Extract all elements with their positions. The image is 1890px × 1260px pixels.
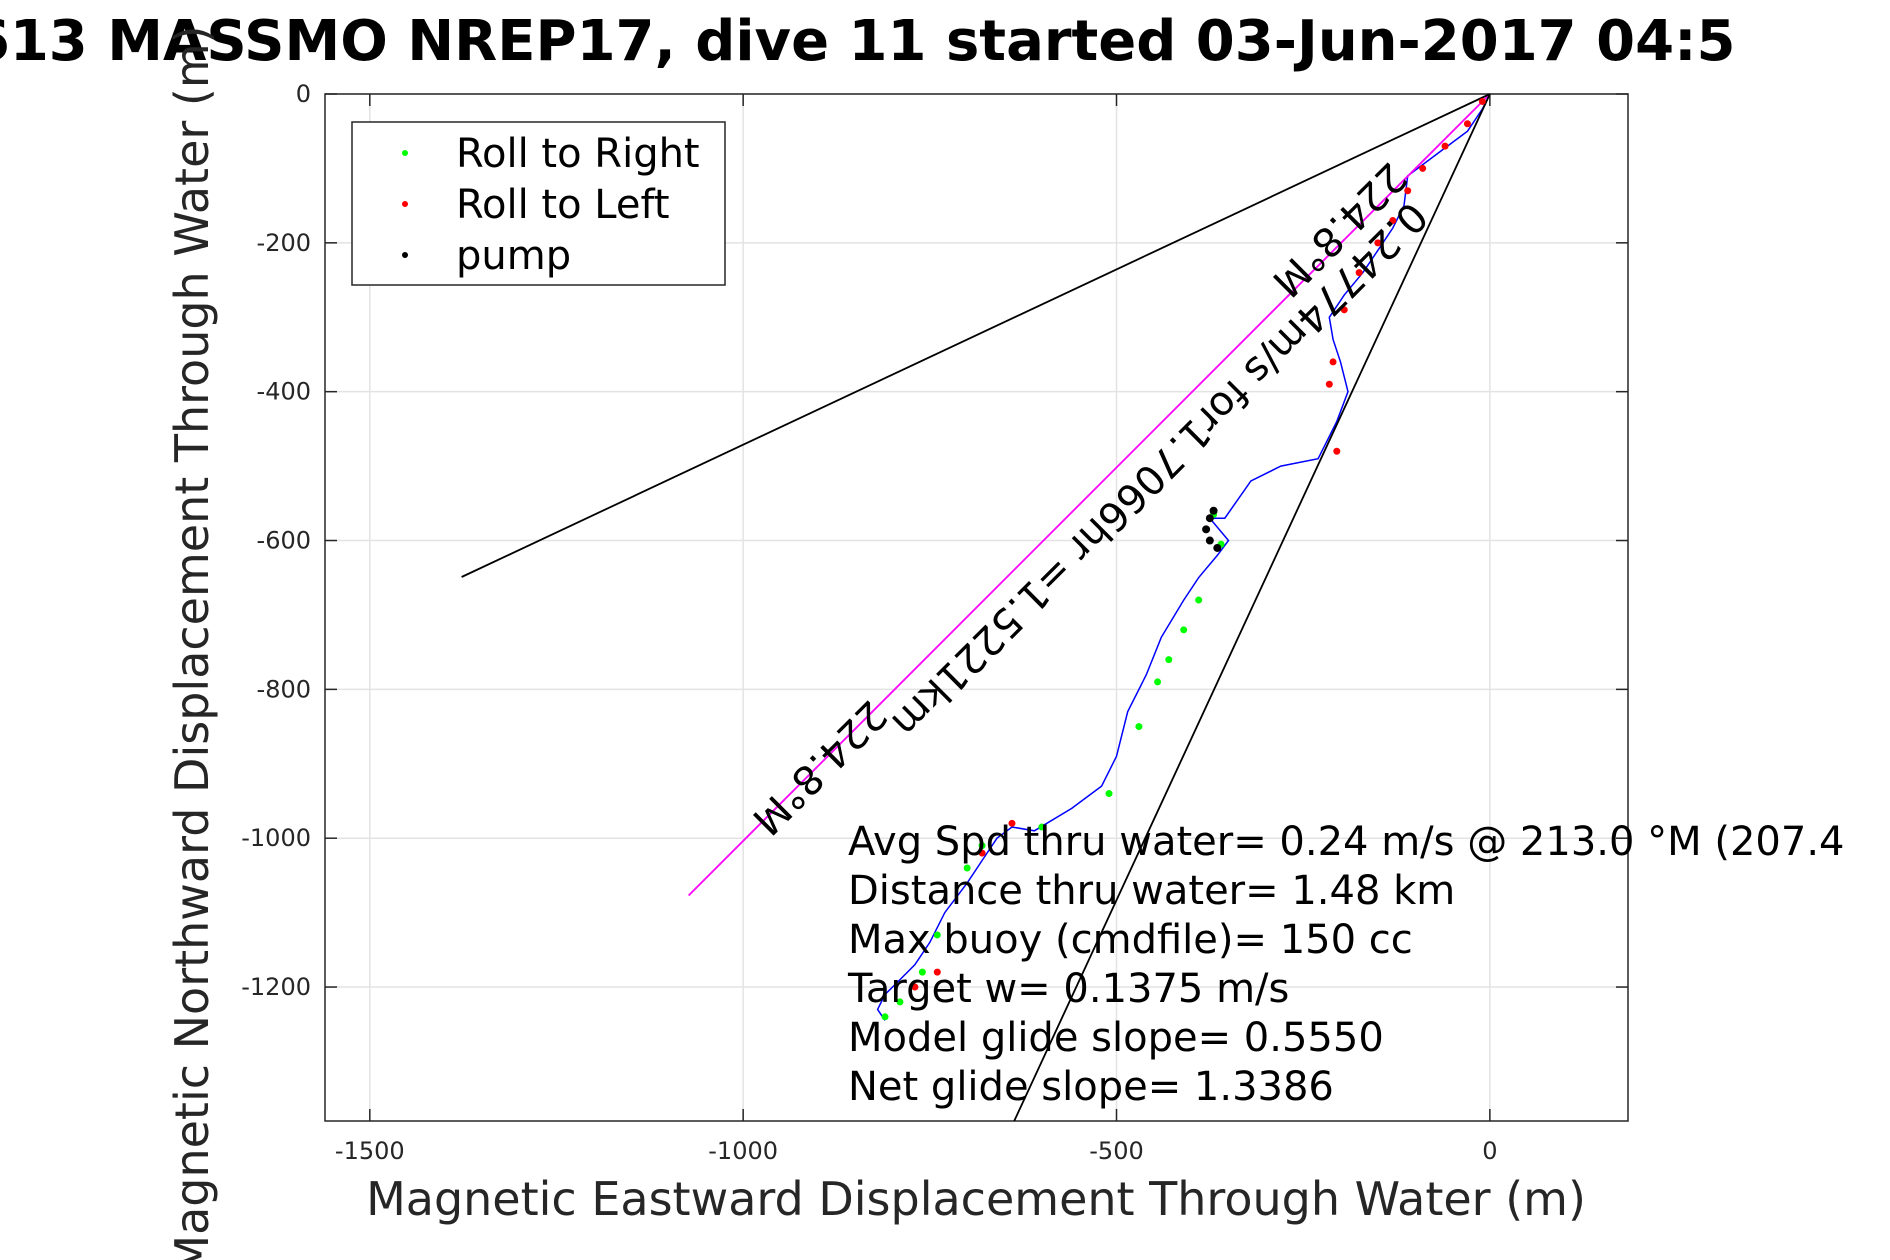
legend-box <box>351 121 726 286</box>
y-tick-label: -400 <box>257 378 311 406</box>
marker-roll-left <box>978 849 986 857</box>
marker-roll-right <box>1038 823 1046 831</box>
chart-title: SG613 MASSMO NREP17, dive 11 started 03-… <box>0 9 1735 74</box>
marker-roll-left <box>1329 358 1337 366</box>
y-tick-label: -1200 <box>241 973 311 1001</box>
marker-roll-right <box>1105 790 1113 798</box>
info-line: Target w= 0.1375 m/s <box>847 966 1289 1012</box>
y-tick-label: -800 <box>257 675 311 703</box>
marker-roll-left <box>911 983 919 991</box>
marker-roll-right <box>933 931 941 939</box>
legend: Roll to Right Roll to Left pump <box>351 121 726 286</box>
legend-label: Roll to Right <box>456 131 700 177</box>
x-tick-label: -1000 <box>708 1137 778 1165</box>
series-heading-line <box>687 93 1491 897</box>
marker-roll-left <box>1478 97 1486 105</box>
y-tick-label: -600 <box>257 527 311 555</box>
marker-roll-left <box>1404 187 1412 195</box>
markers <box>881 97 1486 1021</box>
marker-roll-left <box>1419 164 1427 172</box>
info-line: Model glide slope= 0.5550 <box>848 1015 1384 1061</box>
y-tick-label: -1000 <box>241 824 311 852</box>
legend-marker <box>402 252 408 258</box>
info-line: Max buoy (cmdfile)= 150 cc <box>848 917 1413 963</box>
marker-roll-right <box>963 864 971 872</box>
marker-roll-left <box>1333 447 1341 455</box>
y-axis-label: Magnetic Northward Displacement Through … <box>165 25 219 1260</box>
marker-roll-left <box>933 968 941 976</box>
marker-roll-right <box>881 1013 889 1021</box>
marker-pump <box>1213 543 1222 552</box>
x-tick-label: 0 <box>1482 1137 1497 1165</box>
marker-roll-left <box>1340 306 1348 314</box>
x-tick-label: -1500 <box>335 1137 405 1165</box>
marker-roll-left <box>1355 269 1363 277</box>
marker-roll-left <box>1374 239 1382 247</box>
info-line: Distance thru water= 1.48 km <box>848 868 1455 914</box>
info-text: Avg Spd thru water= 0.24 m/s @ 213.0 °M … <box>847 819 1844 1110</box>
legend-label: pump <box>456 233 571 279</box>
series-line-a <box>461 93 1491 578</box>
marker-roll-right <box>1195 596 1203 604</box>
lines <box>461 93 1491 1122</box>
marker-pump <box>1202 525 1211 534</box>
speed-distance-label: 0.24774m/s for1.7066hr =1.5221km <box>883 193 1436 746</box>
y-tick-label: -200 <box>257 229 311 257</box>
info-line: Net glide slope= 1.3386 <box>848 1064 1334 1110</box>
marker-roll-left <box>1325 380 1333 388</box>
marker-roll-right <box>1135 723 1143 731</box>
marker-roll-right <box>918 968 926 976</box>
plot-frame <box>324 93 1629 1122</box>
marker-roll-right <box>1165 656 1173 664</box>
legend-label: Roll to Left <box>456 182 670 228</box>
x-tick-label: -500 <box>1089 1137 1143 1165</box>
info-line: Avg Spd thru water= 0.24 m/s @ 213.0 °M … <box>848 819 1844 865</box>
ticks: -1500 -1000 -500 0 0 -200 -400 -600 -800 -1000 -12… <box>241 80 1628 1165</box>
marker-roll-right <box>896 998 904 1006</box>
marker-roll-right <box>978 842 986 850</box>
marker-roll-left <box>1463 120 1471 128</box>
marker-roll-right <box>1180 626 1188 634</box>
series-track <box>876 93 1491 1021</box>
marker-roll-right <box>1154 678 1162 686</box>
marker-pump <box>1205 514 1214 523</box>
marker-roll-left <box>1008 819 1016 827</box>
series-line-b <box>1013 93 1491 1122</box>
y-tick-label: 0 <box>296 80 311 108</box>
marker-roll-left <box>1441 142 1449 150</box>
legend-marker <box>402 150 408 156</box>
marker-pump <box>1205 536 1214 545</box>
marker-roll-left <box>1389 217 1397 225</box>
annotations: 224.8°M 0.24774m/s for1.7066hr =1.5221km… <box>743 153 1436 843</box>
x-axis-label: Magnetic Eastward Displacement Through W… <box>366 1172 1586 1226</box>
marker-pump <box>1209 506 1218 515</box>
legend-marker <box>402 201 408 207</box>
